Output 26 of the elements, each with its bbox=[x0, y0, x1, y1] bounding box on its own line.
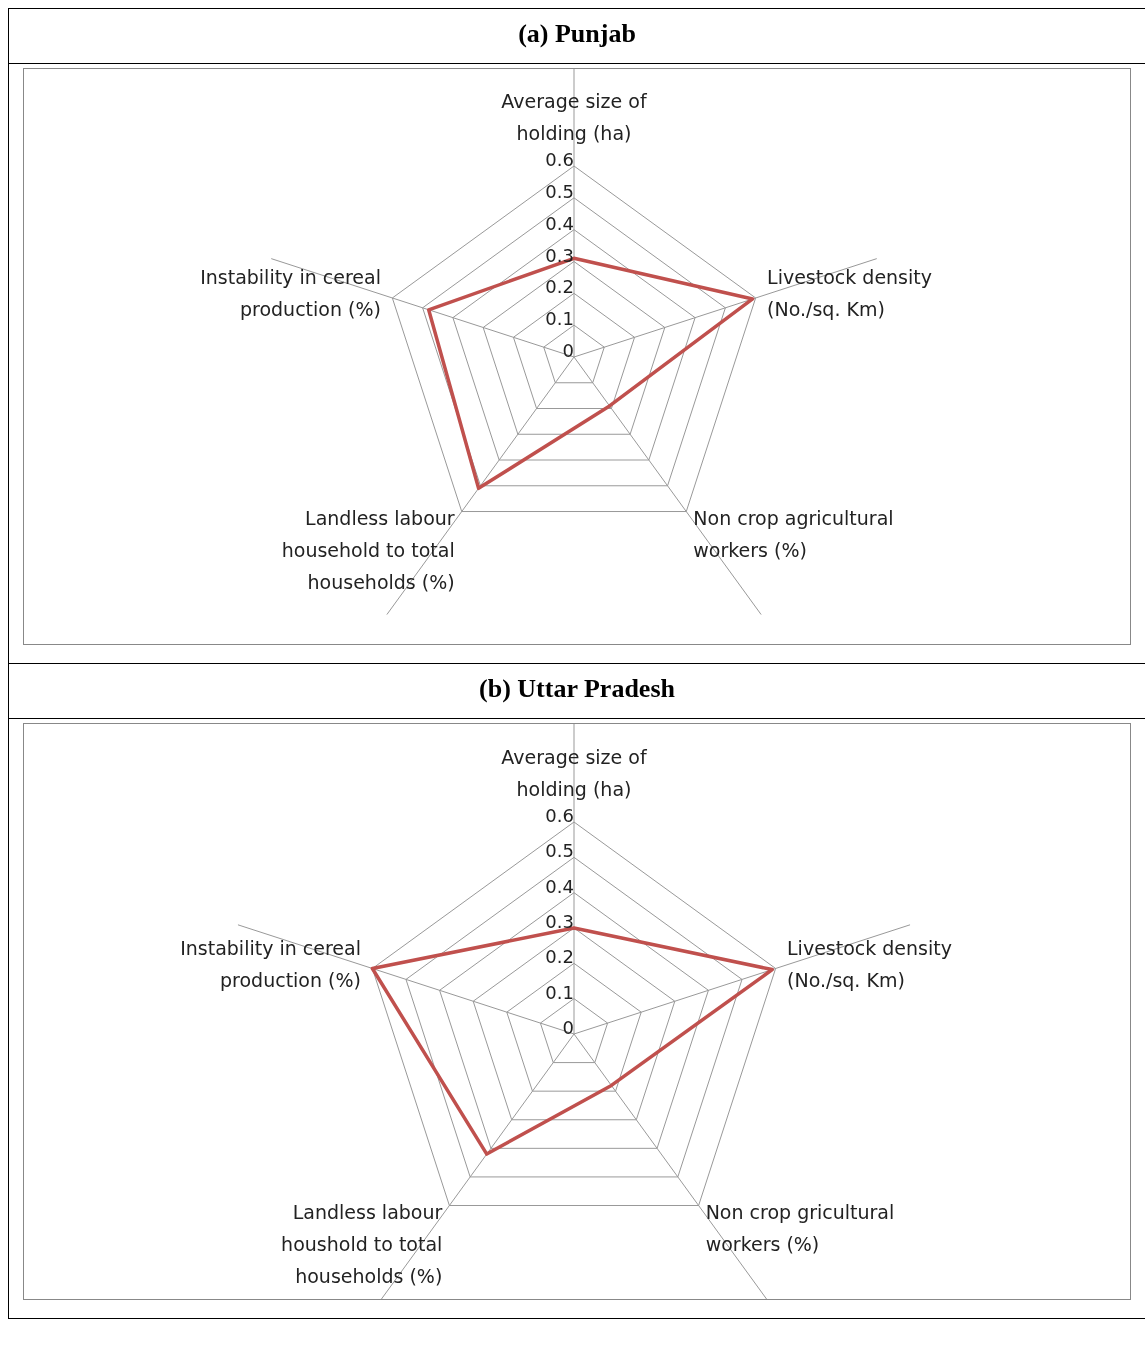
y-tick-label: 0.5 bbox=[545, 180, 574, 202]
spoke-label: Landless labour houshold to total households (%) bbox=[281, 1201, 443, 1288]
spoke-label: Landless labour household to total households (%) bbox=[281, 507, 455, 594]
y-tick-label: 0.2 bbox=[545, 276, 574, 298]
y-tick-label: 0.1 bbox=[545, 308, 574, 330]
spoke-label: Non crop gricultural workers (%) bbox=[705, 1201, 895, 1256]
spoke-label: Average size of holding (ha) bbox=[501, 90, 648, 144]
y-tick-label: 0.6 bbox=[545, 805, 574, 826]
y-tick-label: 0 bbox=[562, 1017, 574, 1038]
y-tick-label: 0.4 bbox=[545, 875, 574, 897]
spoke-label: Livestock density (No./sq. Km) bbox=[787, 936, 952, 991]
chart-title: (a) Punjab bbox=[9, 9, 1145, 64]
chart-title: (b) Uttar Pradesh bbox=[9, 664, 1145, 719]
y-tick-label: 0 bbox=[562, 340, 574, 361]
spoke-label: Non crop agricultural workers (%) bbox=[693, 507, 894, 562]
spoke-label: Instability in cereal production (%) bbox=[180, 936, 361, 991]
y-tick-label: 0.6 bbox=[545, 149, 574, 170]
spoke-label: Average size of holding (ha) bbox=[501, 746, 648, 800]
spoke-label: Livestock density (No./sq. Km) bbox=[767, 266, 932, 321]
y-tick-label: 0.5 bbox=[545, 840, 574, 862]
y-tick-label: 0.3 bbox=[545, 244, 574, 266]
spoke-label: Instability in cereal production (%) bbox=[200, 266, 381, 321]
y-tick-label: 0.3 bbox=[545, 911, 574, 932]
y-tick-label: 0.1 bbox=[545, 981, 574, 1003]
y-tick-label: 0.4 bbox=[545, 212, 574, 234]
y-tick-label: 0.2 bbox=[545, 946, 574, 968]
